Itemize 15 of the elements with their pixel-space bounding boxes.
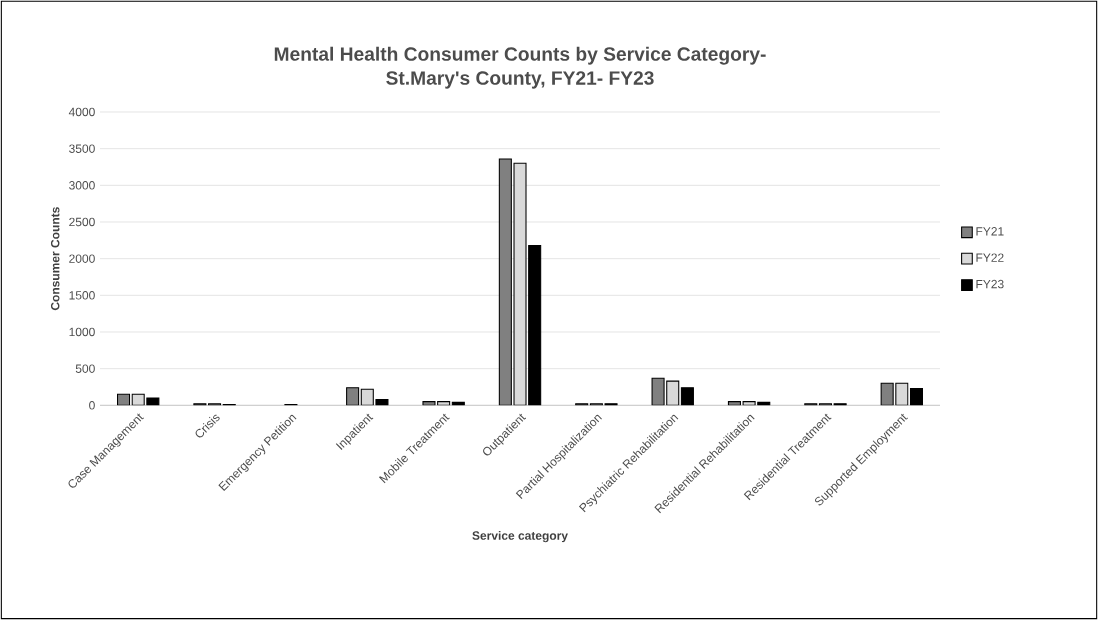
chart-title: Mental Health Consumer Counts by Service Category- St.Mary's County, FY21- FY23 [274,46,766,89]
legend-label: FY22 [976,253,1004,262]
y-tick-label: 500 [75,364,95,373]
y-tick-label: 1000 [69,327,95,337]
y-tick-label: 3000 [69,181,95,190]
legend-label: FY21 [976,227,1004,236]
legend-label: FY23 [976,279,1004,289]
y-tick-label: 2500 [69,217,95,227]
y-tick-label: 3500 [69,144,95,153]
x-axis-title: Service category [472,531,568,543]
y-tick-label: 1500 [69,291,95,300]
y-tick-label: 4000 [68,107,95,117]
y-tick-label: 2000 [69,254,95,263]
y-tick-label: 0 [89,401,95,410]
y-axis-title: Consumer Counts [50,207,60,311]
